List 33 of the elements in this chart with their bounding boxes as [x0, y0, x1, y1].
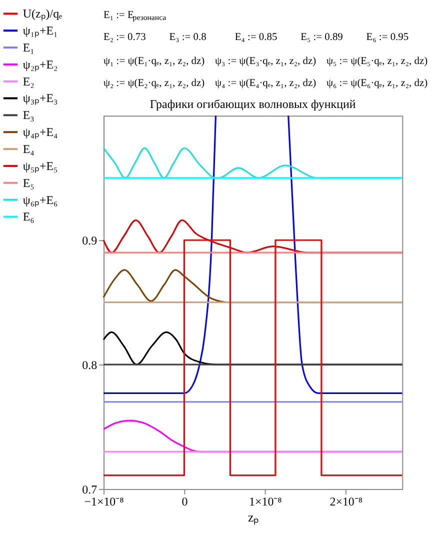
- legend-label: E₆: [22, 210, 34, 224]
- y-tick-label: 0.8: [82, 358, 98, 372]
- text: E₃ := 0.8: [169, 32, 206, 44]
- legend-label: ψ₄ₚ+E₄: [22, 125, 58, 140]
- y-tick-label: 0.7: [82, 482, 98, 496]
- x-tick-label: 0: [182, 494, 188, 508]
- text: ψ₄ := ψ(E₄·qₑ, z₁, z₂, dz): [215, 78, 317, 89]
- legend-label: E₅: [22, 176, 34, 190]
- legend-label: E₁: [22, 40, 34, 54]
- x-tick-label: 2×10⁻⁸: [330, 494, 363, 508]
- text: ψ₂ := ψ(E₂·qₑ, z₁, z₂, dz): [104, 78, 206, 89]
- legend-label: E₂: [22, 74, 34, 88]
- legend-label: ψ₃ₚ+E₃: [22, 91, 58, 106]
- legend-label: ψ₁ₚ+E₁: [22, 24, 58, 38]
- legend-label: U(zₚ)/qₑ: [22, 6, 62, 21]
- text: E₄ := 0.85: [234, 32, 278, 44]
- text: E₅ := 0.89: [300, 32, 343, 44]
- chart-title: Графики огибающих волновых функций: [150, 96, 356, 111]
- x-tick-label: −1×10⁻⁸: [84, 494, 124, 508]
- legend-label: ψ₂ₚ+E₂: [22, 57, 58, 72]
- text: ψ₁ := ψ(E₁·qₑ, z₁, z₂, dz): [104, 56, 206, 67]
- legend-label: ψ₅ₚ+E₅: [22, 158, 58, 173]
- legend-label: ψ₆ₚ+E₆: [22, 192, 58, 207]
- text: ψ₃ := ψ(E₃·qₑ, z₁, z₂, dz): [215, 56, 317, 67]
- legend-label: E₄: [22, 142, 34, 156]
- y-tick-label: 0.9: [82, 234, 98, 248]
- text: E₆ := 0.95: [366, 32, 409, 44]
- text: E₂ := 0.73: [104, 32, 146, 44]
- x-tick-label: 1×10⁻⁸: [249, 494, 282, 508]
- legend-label: E₃: [22, 108, 34, 122]
- x-axis-title: zₚ: [248, 509, 259, 526]
- text: ψ₆ := ψ(E₆·qₑ, z₁, z₂, dz): [326, 78, 428, 89]
- text: ψ₅ := ψ(E₅·qₑ, z₁, z₂, dz): [326, 56, 428, 67]
